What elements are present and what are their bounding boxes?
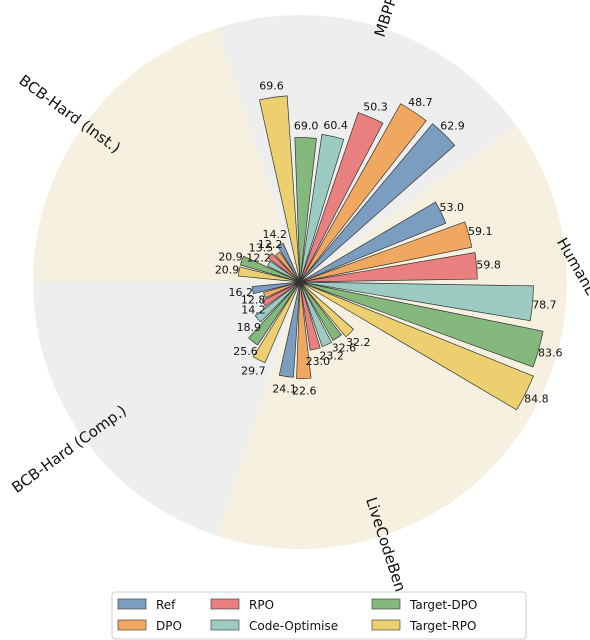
value-label: 16.2 (229, 286, 254, 299)
value-label: 23.2 (319, 350, 344, 363)
bars (237, 95, 544, 411)
value-label: 14.2 (241, 304, 266, 317)
value-label: 50.3 (363, 100, 388, 113)
bar-mbpp-code-optimise (299, 133, 345, 283)
bar-humaneval-target-dpo (299, 281, 544, 368)
value-label: 32.6 (332, 342, 357, 355)
bar-bcb-hard-comp-code-optimise (254, 281, 301, 323)
legend-swatch-dpo (117, 619, 147, 631)
bar-bcb-hard-comp-ref (251, 281, 301, 295)
bar-bcb-hard-inst-dpo (275, 251, 301, 283)
bar-bcb-hard-comp-dpo (263, 281, 301, 299)
legend-swatch-rpo (210, 598, 240, 610)
legend-label-target-dpo: Target-DPO (409, 598, 477, 612)
value-label: 78.7 (532, 298, 557, 311)
sector-bg-bcb-hard-comp (33, 282, 300, 536)
bar-livecodebench-ref (278, 281, 301, 378)
value-label: 12.8 (241, 293, 266, 306)
bar-humaneval-rpo (299, 252, 478, 283)
value-labels: 53.059.1 59.8 78.7 83.6 84.8 32.232.623.223.0… (215, 79, 563, 405)
bar-bcb-hard-inst-target-rpo (237, 266, 301, 283)
bar-humaneval-code-optimise (299, 281, 534, 322)
bar-livecodebench-code-optimise (299, 281, 333, 347)
axis-label-mbpp: MBPP+ (371, 0, 405, 39)
bar-bcb-hard-inst-target-dpo (239, 255, 301, 283)
bar-bcb-hard-comp-rpo (261, 281, 301, 307)
bar-livecodebench-target-dpo (299, 281, 342, 341)
bar-bcb-hard-comp-target-rpo (252, 281, 301, 364)
legend-swatch-ref (117, 598, 147, 610)
value-label: 18.9 (237, 321, 262, 334)
value-label: 12.2 (246, 251, 271, 264)
bar-mbpp-rpo (299, 112, 384, 283)
legend-swatch-code-optimise (210, 619, 240, 631)
bar-livecodebench-dpo (296, 281, 312, 380)
bar-mbpp-dpo (299, 103, 427, 283)
bar-bcb-hard-inst-rpo (267, 252, 301, 283)
value-label: 62.9 (440, 120, 465, 133)
bar-livecodebench-target-rpo (299, 281, 355, 338)
value-label: 69.6 (259, 79, 284, 92)
value-label: 14.2 (263, 228, 288, 241)
value-label: 84.8 (524, 393, 549, 406)
value-label: 48.7 (408, 96, 433, 109)
legend-swatch-target-rpo (371, 619, 401, 631)
value-label: 13.5 (249, 242, 274, 255)
value-label: 69.0 (294, 120, 319, 133)
legend-swatch-target-dpo (371, 598, 401, 610)
value-label: 20.9 (215, 263, 240, 276)
value-label: 53.0 (440, 201, 465, 214)
legend-label-dpo: DPO (156, 619, 182, 633)
legend-label-code-optimise: Code-Optimise (249, 619, 338, 633)
bar-bcb-hard-comp-target-dpo (248, 281, 301, 346)
bar-mbpp-ref (299, 123, 456, 283)
legend: Ref DPO RPO Code-Optimise Target-DPO Target-R… (111, 591, 527, 640)
value-label: 24.1 (272, 382, 297, 395)
value-label: 25.6 (233, 345, 258, 358)
legend-label-rpo: RPO (249, 598, 274, 612)
value-label: 59.8 (476, 259, 501, 272)
bar-bcb-hard-inst-code-optimise (267, 260, 301, 283)
bar-humaneval-target-rpo (299, 281, 534, 411)
sector-bg-humaneval (300, 125, 567, 439)
legend-label-ref: Ref (156, 598, 176, 612)
value-label: 29.7 (241, 365, 266, 378)
value-label: 60.4 (323, 119, 348, 132)
value-label: 20.9 (218, 250, 243, 263)
legend-label-target-rpo: Target-RPO (409, 619, 476, 633)
sector-bg-bcb-hard-inst (33, 28, 300, 283)
value-label: 22.6 (292, 385, 317, 398)
bar-bcb-hard-inst-ref (277, 242, 301, 283)
bar-humaneval-dpo (299, 221, 473, 283)
bar-mbpp-target-rpo (259, 95, 301, 283)
bar-livecodebench-rpo (299, 281, 321, 351)
value-label: 23.0 (306, 355, 331, 368)
value-label: 59.1 (468, 225, 493, 238)
bar-humaneval-ref (299, 201, 447, 283)
value-label: 83.6 (538, 347, 563, 360)
value-label: 32.2 (346, 336, 371, 349)
bar-mbpp-target-dpo (294, 137, 317, 283)
value-label: 12.2 (258, 238, 283, 251)
